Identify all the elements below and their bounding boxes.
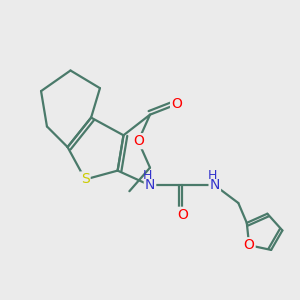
Text: O: O: [177, 208, 188, 222]
Text: S: S: [81, 172, 90, 186]
Text: H: H: [143, 169, 152, 182]
Text: N: N: [210, 178, 220, 192]
Text: O: O: [171, 98, 182, 111]
Text: O: O: [244, 238, 255, 252]
Text: N: N: [145, 178, 155, 192]
Text: H: H: [208, 169, 217, 182]
Text: O: O: [133, 134, 144, 148]
